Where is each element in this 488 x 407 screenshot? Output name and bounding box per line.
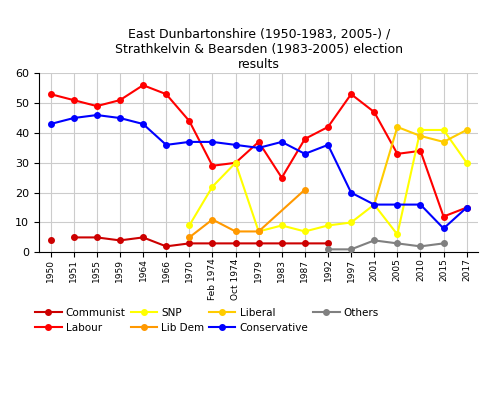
Labour — [94, 104, 100, 109]
Others — [348, 247, 354, 252]
Labour — [371, 109, 377, 114]
SNP — [279, 223, 285, 228]
Others — [418, 244, 424, 249]
Labour — [71, 98, 77, 103]
SNP — [186, 223, 192, 228]
Lib Dem — [256, 229, 262, 234]
Line: Conservative: Conservative — [48, 112, 469, 231]
Labour — [117, 98, 123, 103]
Conservative — [256, 145, 262, 150]
Labour — [325, 125, 331, 129]
Labour — [464, 205, 469, 210]
Labour — [233, 160, 239, 165]
SNP — [256, 229, 262, 234]
Liberal — [418, 133, 424, 138]
SNP — [302, 229, 308, 234]
Communist — [163, 244, 169, 249]
Conservative — [441, 226, 447, 231]
Line: Communist: Communist — [71, 235, 331, 249]
SNP — [464, 160, 469, 165]
Labour — [163, 92, 169, 96]
Conservative — [71, 116, 77, 120]
Liberal — [441, 140, 447, 144]
Communist — [209, 241, 215, 246]
SNP — [348, 220, 354, 225]
Line: Labour: Labour — [48, 83, 469, 219]
Others — [325, 247, 331, 252]
Labour — [186, 118, 192, 123]
Line: SNP: SNP — [186, 127, 469, 237]
Conservative — [325, 142, 331, 147]
Conservative — [209, 140, 215, 144]
SNP — [394, 232, 400, 237]
Conservative — [371, 202, 377, 207]
SNP — [441, 127, 447, 132]
Conservative — [348, 190, 354, 195]
SNP — [371, 202, 377, 207]
Conservative — [48, 122, 54, 127]
Labour — [348, 92, 354, 96]
Others — [371, 238, 377, 243]
Communist — [94, 235, 100, 240]
Labour — [140, 83, 146, 88]
SNP — [233, 160, 239, 165]
Communist — [186, 241, 192, 246]
Others — [441, 241, 447, 246]
Line: Liberal: Liberal — [371, 124, 469, 207]
Liberal — [464, 127, 469, 132]
Communist — [140, 235, 146, 240]
SNP — [209, 184, 215, 189]
Conservative — [163, 142, 169, 147]
Communist — [302, 241, 308, 246]
Labour — [394, 151, 400, 156]
Conservative — [394, 202, 400, 207]
Conservative — [418, 202, 424, 207]
Labour — [302, 136, 308, 141]
Conservative — [302, 151, 308, 156]
Conservative — [279, 140, 285, 144]
Communist — [325, 241, 331, 246]
Communist — [256, 241, 262, 246]
Conservative — [233, 142, 239, 147]
Communist — [279, 241, 285, 246]
Line: Lib Dem: Lib Dem — [186, 217, 262, 240]
Labour — [441, 214, 447, 219]
Others — [394, 241, 400, 246]
Communist — [117, 238, 123, 243]
Conservative — [140, 122, 146, 127]
SNP — [325, 223, 331, 228]
Line: Others: Others — [325, 238, 447, 252]
Liberal — [394, 125, 400, 129]
SNP — [418, 127, 424, 132]
Title: East Dunbartonshire (1950-1983, 2005-) /
Strathkelvin & Bearsden (1983-2005) ele: East Dunbartonshire (1950-1983, 2005-) /… — [115, 28, 403, 71]
Liberal — [371, 202, 377, 207]
Labour — [256, 140, 262, 144]
Lib Dem — [186, 235, 192, 240]
Labour — [279, 175, 285, 180]
Communist — [71, 235, 77, 240]
Conservative — [186, 140, 192, 144]
Conservative — [464, 205, 469, 210]
Lib Dem — [233, 229, 239, 234]
Lib Dem — [209, 217, 215, 222]
Conservative — [94, 113, 100, 118]
Communist — [233, 241, 239, 246]
Labour — [209, 163, 215, 168]
Legend: Communist, Labour, SNP, Lib Dem, Liberal, Conservative, Others: Communist, Labour, SNP, Lib Dem, Liberal… — [36, 308, 379, 333]
Labour — [48, 92, 54, 96]
Conservative — [117, 116, 123, 120]
Labour — [418, 149, 424, 153]
